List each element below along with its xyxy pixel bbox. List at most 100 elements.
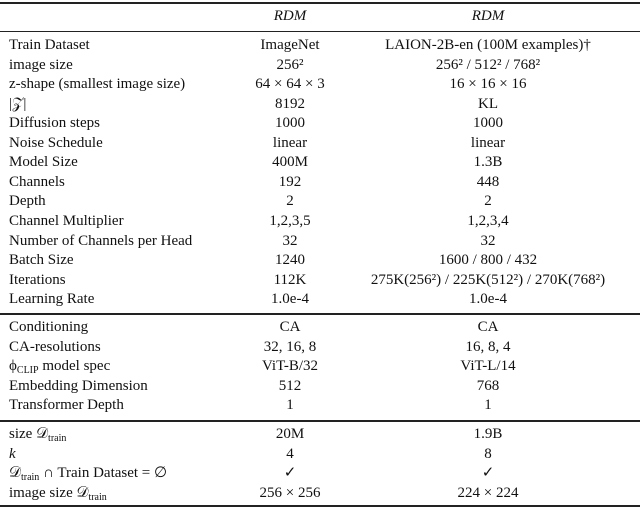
row-label-text: Embedding Dimension [9,377,148,394]
row-label-text: image size [9,56,73,73]
cell-rdm-2: 1 [484,397,492,414]
row-label: Embedding Dimension [9,377,148,396]
row-label: 𝒟train ∩ Train Dataset = ∅ [9,464,167,483]
cell-rdm-1: 4 [286,445,294,462]
table-row: Train Dataset ImageNet LAION-2B-en (100M e… [0,36,640,55]
section-rule [0,420,640,422]
row-label: k [9,445,16,464]
cell-rdm-2: 1.3B [473,154,503,171]
cell-rdm-1: ViT-B/32 [261,358,319,375]
cell-rdm-1: 64 × 64 × 3 [255,76,325,93]
cell-rdm-1: ✓ [283,465,297,482]
row-label: |𝒵| [9,95,26,114]
row-label: Conditioning [9,318,88,337]
row-label: Depth [9,192,46,211]
row-label: Learning Rate [9,290,94,309]
cell-rdm-1: linear [272,134,308,151]
row-label-text: Channel Multiplier [9,212,124,229]
row-label: Train Dataset [9,36,90,55]
cell-rdm-2: ✓ [481,465,495,482]
header-rule [0,31,640,32]
row-label-text: Number of Channels per Head [9,232,193,249]
row-label: CA-resolutions [9,338,101,357]
row-label: Number of Channels per Head [9,232,192,251]
row-label-text: image size 𝒟 [9,484,89,501]
row-label: Iterations [9,271,66,290]
table-row: Model Size 400M 1.3B [0,153,640,172]
header-row: RDM RDM [0,7,640,26]
cell-rdm-2: 1600 / 800 / 432 [438,252,538,269]
row-label-text: Learning Rate [9,291,95,308]
row-label-text: Channels [9,173,65,190]
cell-rdm-2: 2 [484,193,492,210]
cell-rdm-1: 32, 16, 8 [263,338,317,355]
table-row: size 𝒟train 20M 1.9B [0,425,640,444]
row-label: Channels [9,173,65,192]
row-label: Model Size [9,153,78,172]
row-label-text: size 𝒟 [9,426,49,442]
cell-rdm-1: 256² [276,56,304,73]
table-row: ϕCLIP model spec ViT-B/32 ViT-L/14 [0,357,640,376]
table-row: image size 𝒟train 256 × 256 224 × 224 [0,484,640,503]
table-row: Transformer Depth 1 1 [0,396,640,415]
row-label: image size 𝒟train [9,484,107,503]
table-row: image size 256² 256² / 512² / 768² [0,56,640,75]
cell-rdm-2: 448 [476,173,500,190]
cell-rdm-2: 1000 [473,115,503,132]
table-row: Noise Schedule linear linear [0,134,640,153]
row-label-text: 𝒟 [9,465,21,482]
cell-rdm-2: 1,2,3,4 [467,212,509,229]
cell-rdm-2: ViT-L/14 [460,358,516,375]
row-label-suffix: model spec [38,358,111,375]
row-label-text: Transformer Depth [9,397,124,414]
cell-rdm-2: 1.9B [473,426,503,442]
cell-rdm-1: 1 [286,397,294,414]
cell-rdm-1: 20M [275,426,305,442]
row-label: image size [9,56,73,75]
header-col1: RDM [273,8,307,24]
row-label-text: k [9,445,16,462]
cell-rdm-2: linear [470,134,506,151]
row-label-text: Conditioning [9,319,89,335]
table-row: z-shape (smallest image size) 64 × 64 × 3… [0,75,640,94]
cell-rdm-2: 768 [476,377,500,394]
cell-rdm-1: 1.0e-4 [271,291,309,308]
cell-rdm-1: 8192 [275,95,305,112]
cell-rdm-1: 112K [273,271,307,288]
row-label-subscript: CLIP [16,365,39,377]
table-row: Channels 192 448 [0,173,640,192]
row-label: Transformer Depth [9,396,124,415]
cell-rdm-1: 32 [282,232,298,249]
cell-rdm-1: 400M [272,154,308,171]
row-label: Noise Schedule [9,134,103,153]
row-label-subscript: train [88,491,107,503]
cell-rdm-1: 1000 [275,115,305,132]
row-label-text: Noise Schedule [9,134,103,151]
row-label-text: |𝒵| [9,95,27,112]
cell-rdm-2: 16, 8, 4 [465,338,511,355]
row-label: size 𝒟train [9,425,66,444]
table-row: Depth 2 2 [0,192,640,211]
table-row: Learning Rate 1.0e-4 1.0e-4 [0,290,640,309]
table-row: Batch Size 1240 1600 / 800 / 432 [0,251,640,270]
row-label: z-shape (smallest image size) [9,75,185,94]
cell-rdm-1: 512 [278,377,302,394]
table-row: Embedding Dimension 512 768 [0,377,640,396]
cell-rdm-1: CA [279,319,301,335]
section-rule [0,313,640,315]
cell-rdm-2: 16 × 16 × 16 [449,76,527,93]
table-row: Iterations 112K 275K(256²) / 225K(512²) / … [0,271,640,290]
row-label-text: Train Dataset [9,37,90,53]
table-row: Channel Multiplier 1,2,3,5 1,2,3,4 [0,212,640,231]
row-label-subscript: train [48,433,67,444]
cell-rdm-2: 256² / 512² / 768² [435,56,541,73]
row-label-text: Diffusion steps [9,115,100,132]
table-row: k 4 8 [0,445,640,464]
cell-rdm-2: LAION-2B-en (100M examples)† [385,37,591,53]
row-label: ϕCLIP model spec [9,357,110,376]
cell-rdm-1: 1,2,3,5 [269,212,311,229]
row-label-text: Model Size [9,154,78,171]
table-row: Diffusion steps 1000 1000 [0,114,640,133]
table-row: 𝒟train ∩ Train Dataset = ∅ ✓ ✓ [0,464,640,483]
